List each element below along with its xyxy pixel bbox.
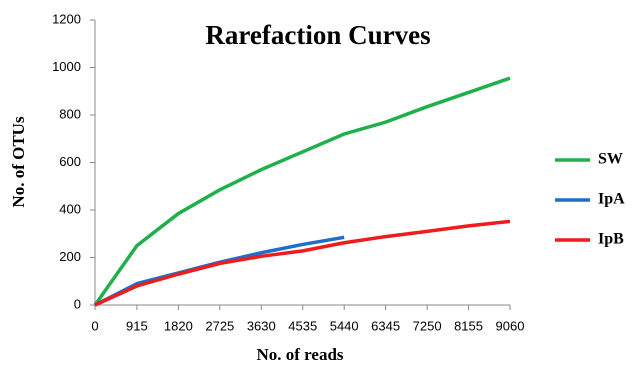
x-tick-label: 7250 — [413, 318, 442, 333]
x-tick-label: 6345 — [371, 318, 400, 333]
x-tick-label: 9060 — [496, 318, 525, 333]
x-tick-label: 8155 — [454, 318, 483, 333]
y-tick-label: 400 — [59, 201, 81, 216]
legend-label: SW — [598, 151, 623, 168]
series-line — [94, 219, 511, 307]
legend-label: IpA — [598, 191, 625, 208]
y-tick-label: 1000 — [52, 59, 81, 74]
y-axis-label: No. of OTUs — [9, 116, 28, 208]
legend-label: IpB — [598, 231, 624, 248]
x-tick-label: 0 — [91, 318, 98, 333]
y-tick-label: 1200 — [52, 11, 81, 26]
y-tick-label: 800 — [59, 106, 81, 121]
y-tick-label: 600 — [59, 154, 81, 169]
x-tick-label: 5440 — [330, 318, 359, 333]
x-tick-label: 3630 — [247, 318, 276, 333]
series-line — [93, 76, 511, 307]
x-tick-label: 4535 — [288, 318, 317, 333]
x-tick-label: 2725 — [205, 318, 234, 333]
x-tick-label: 1820 — [164, 318, 193, 333]
series-line — [94, 235, 345, 307]
y-tick-label: 0 — [74, 296, 81, 311]
x-tick-label: 915 — [126, 318, 148, 333]
chart-title: Rarefaction Curves — [205, 20, 430, 50]
x-axis-label: No. of reads — [256, 345, 343, 364]
y-tick-label: 200 — [59, 249, 81, 264]
